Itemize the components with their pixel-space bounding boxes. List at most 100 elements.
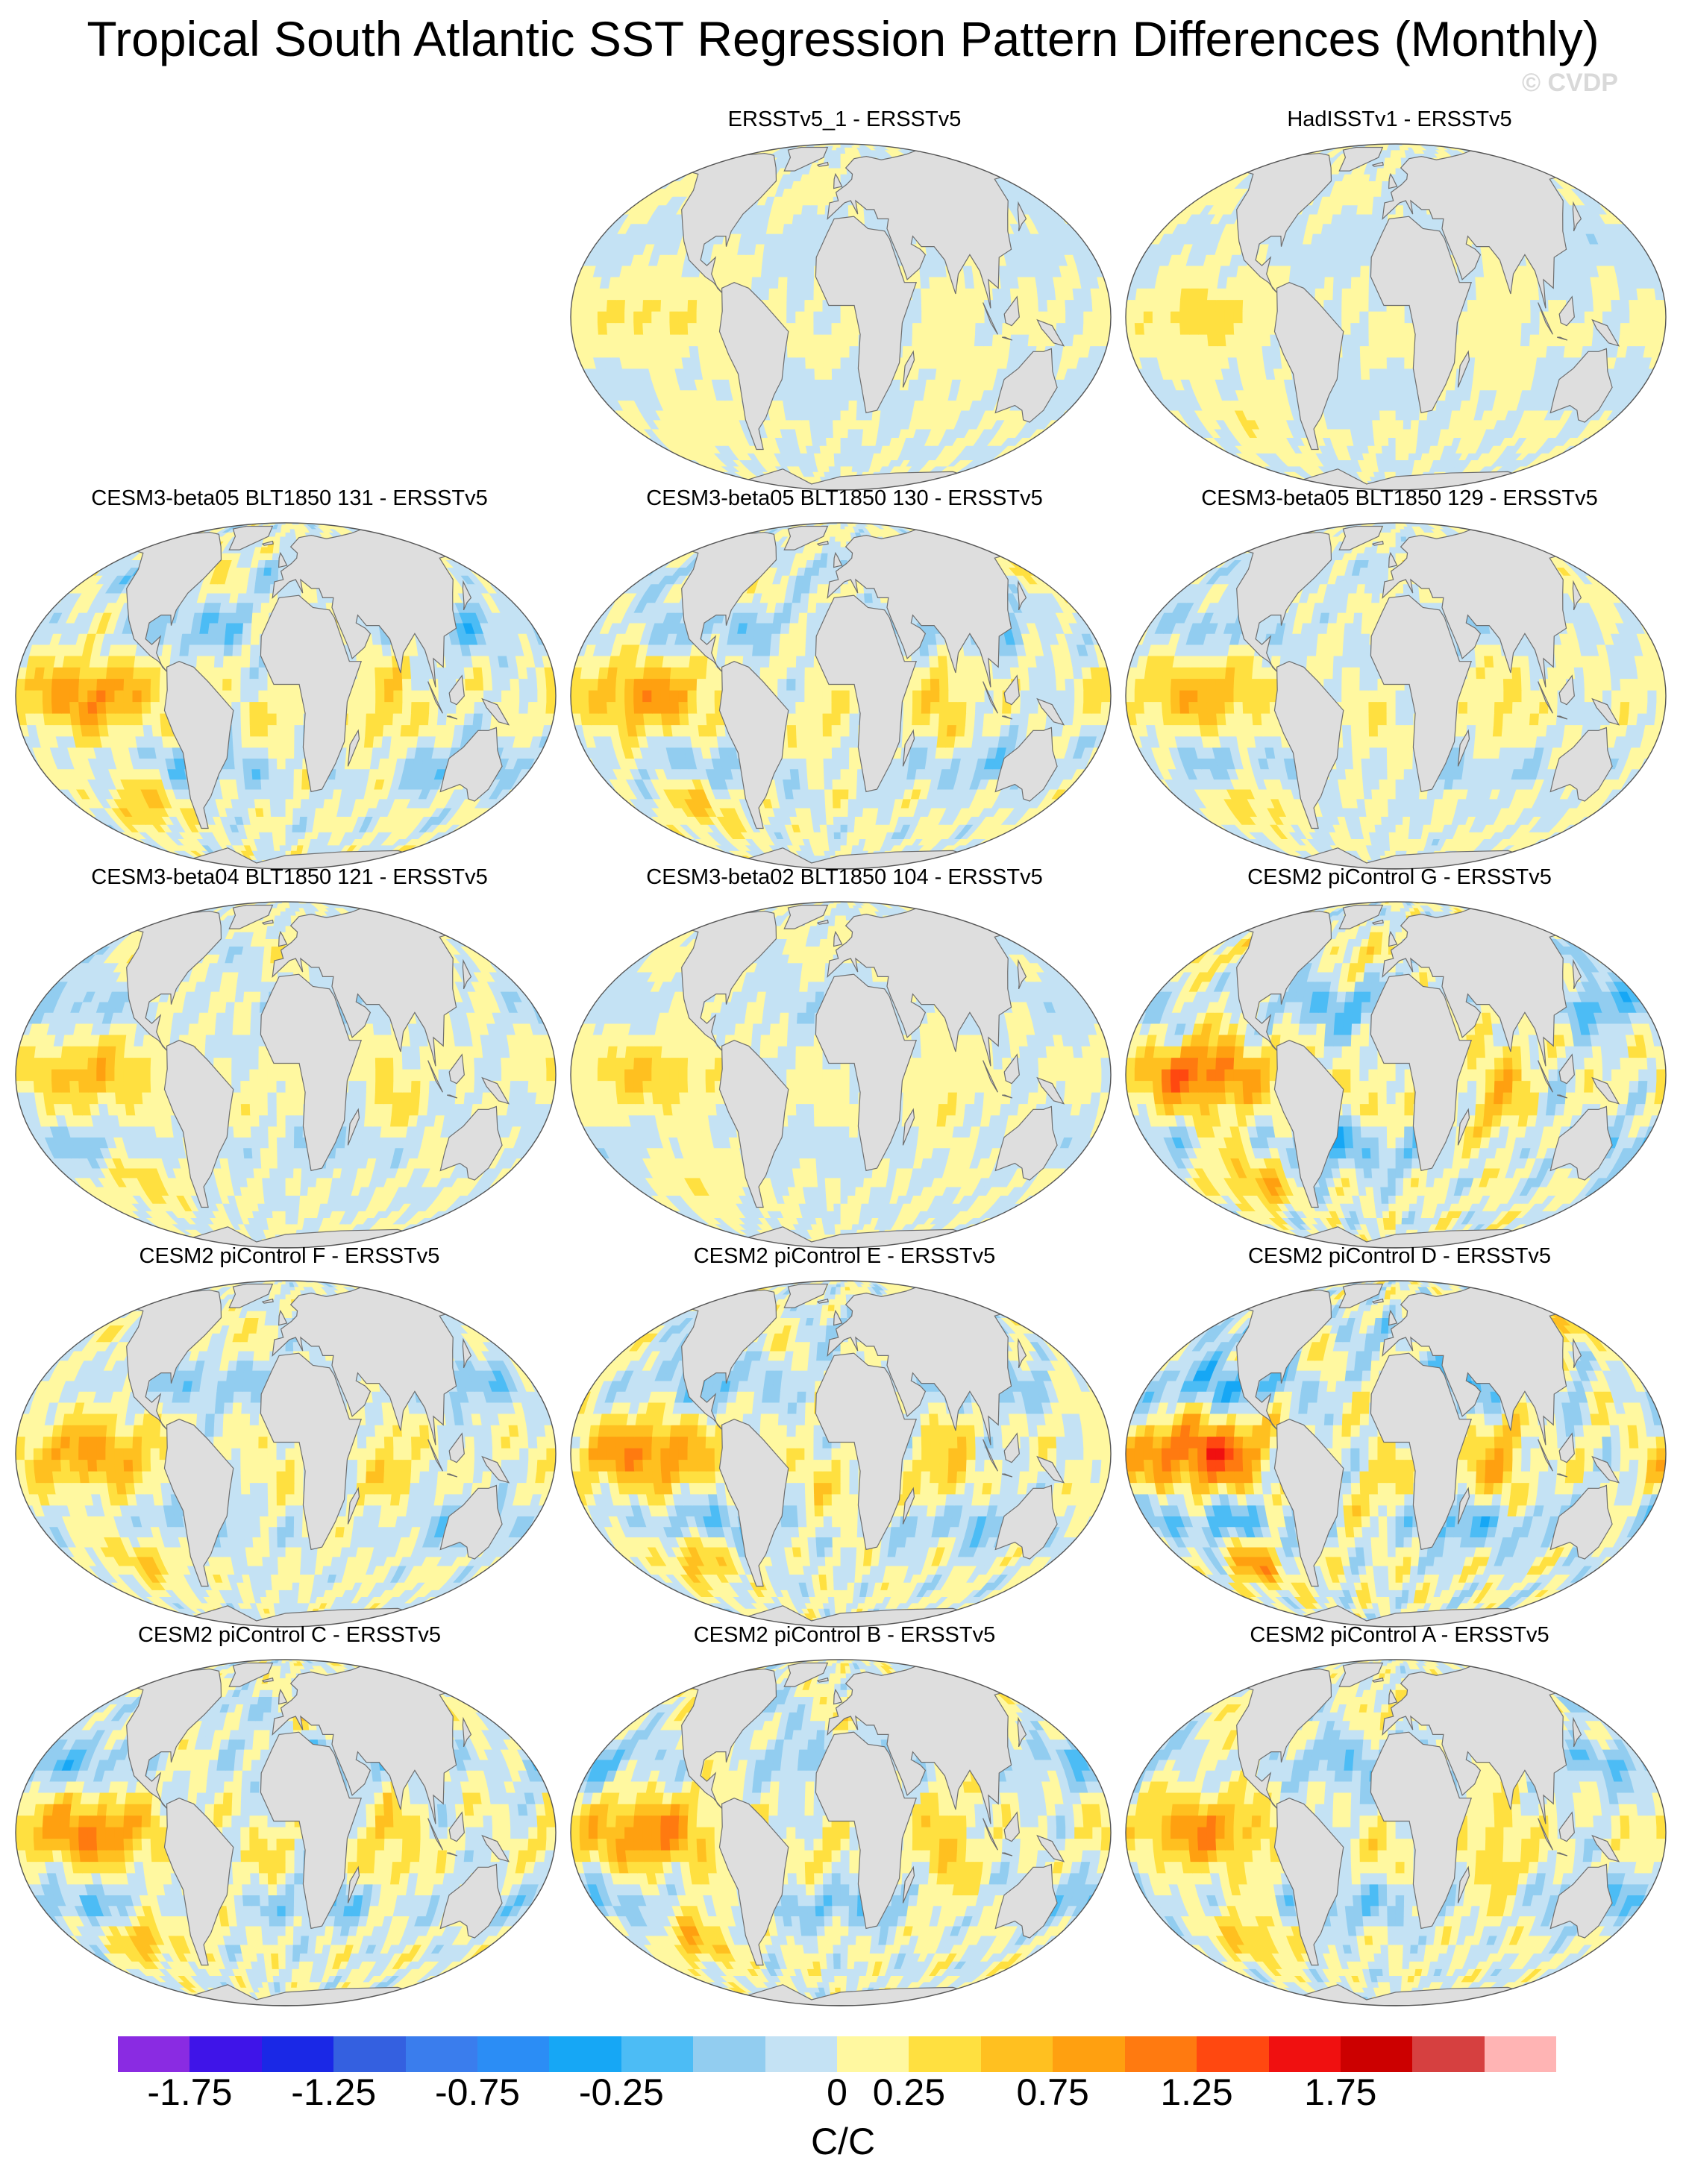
sst-difference-map [570,1280,1112,1628]
colorbar-tick-label: 0 [827,2071,847,2114]
sst-field [16,1281,556,1627]
land-mass [1538,1060,1554,1093]
colorbar-swatch [333,2036,406,2072]
land-mass [902,729,915,767]
land-mass [994,1105,1058,1181]
map-outline [1125,901,1667,1249]
land-mass [448,1432,465,1463]
land-mass [163,661,234,829]
land-mass [228,525,274,550]
sst-difference-map [1125,143,1667,491]
figure-title: Tropical South Atlantic SST Regression P… [0,10,1686,67]
sst-field [1126,523,1666,869]
panel-title: CESM3-beta05 BLT1850 129 - ERSSTv5 [1124,486,1676,511]
land-mass [260,1352,363,1551]
land-mass [260,973,363,1172]
colorbar-swatch [1340,2036,1413,2072]
land-mass [228,1283,274,1308]
land-mass [1557,1473,1568,1478]
colorbar-tick-label: -1.25 [291,2071,376,2114]
colorbar-tick-label: 1.25 [1160,2071,1232,2114]
panel-title: CESM2 piControl A - ERSSTv5 [1124,1623,1676,1648]
land-mass [1371,1677,1384,1683]
panel-title: CESM3-beta05 BLT1850 130 - ERSSTv5 [568,486,1121,511]
land-mass [1338,146,1384,172]
land-mass [462,580,472,611]
sst-field [571,1281,1111,1627]
land-mass [1558,295,1575,327]
land-mass [669,152,777,295]
land-mass [1017,1716,1027,1748]
land-mass [783,525,829,550]
land-mass [1003,1432,1020,1463]
land-mass [1457,1487,1470,1525]
land-mass [1457,1108,1470,1146]
land-mass [1002,336,1013,341]
land-mass [1370,973,1473,1172]
land-mass [1457,350,1470,388]
land-mass [1538,681,1554,714]
map-panel: CESM3-beta02 BLT1850 104 - ERSSTv5 [568,865,1121,1253]
land-mass [1382,1666,1571,1824]
land-mass [1017,201,1027,232]
sst-difference-map [15,901,557,1249]
land-mass [1457,1866,1470,1904]
sst-field [1126,144,1666,490]
map-outline [1125,143,1667,491]
land-mass [1549,348,1613,423]
land-mass [816,1298,829,1304]
land-mass [1388,1309,1398,1326]
land-mass [1557,1852,1568,1857]
colorbar-swatch [909,2036,981,2072]
map-panel: CESM2 piControl B - ERSSTv5 [568,1623,1121,2011]
land-mass [833,551,843,568]
land-mass [1591,318,1620,347]
colorbar-tick-label: 1.75 [1304,2071,1376,2114]
land-mass [1036,1834,1065,1863]
land-mass [272,908,461,1067]
land-mass [718,661,789,829]
land-mass [1224,1289,1332,1431]
map-outline [570,143,1112,491]
land-mass [827,150,1016,309]
map-outline [570,1280,1112,1628]
land-mass [278,1309,288,1326]
land-mass [1273,1040,1344,1208]
colorbar-swatch [261,2036,334,2072]
land-mass [1558,1811,1575,1842]
land-mass [260,594,363,793]
land-mass [1557,336,1568,341]
panel-title: HadISSTv1 - ERSSTv5 [1124,107,1676,132]
land-mass [1273,1419,1344,1587]
land-mass [1558,1432,1575,1463]
panel-title: CESM2 piControl B - ERSSTv5 [568,1623,1121,1648]
colorbar-swatch [405,2036,478,2072]
land-mass [1338,904,1384,929]
land-mass [1591,697,1620,726]
sst-field [571,902,1111,1248]
land-mass [1388,172,1398,189]
land-mass [347,729,360,767]
map-panel: CESM2 piControl G - ERSSTv5 [1124,865,1676,1253]
land-mass [994,1863,1058,1939]
land-mass [1382,529,1571,688]
land-mass [718,1419,789,1587]
land-mass [481,697,510,726]
land-mass [827,908,1016,1067]
land-mass [439,1105,503,1181]
land-mass [815,973,918,1172]
map-outline [1125,1659,1667,2006]
land-mass [1002,1473,1013,1478]
panel-title: CESM2 piControl E - ERSSTv5 [568,1244,1121,1269]
colorbar-swatch [1412,2036,1485,2072]
sst-field [1126,902,1666,1248]
map-outline [15,1659,557,2006]
sst-field [16,1660,556,2006]
map-panel: CESM2 piControl D - ERSSTv5 [1124,1244,1676,1632]
panel-title: CESM3-beta04 BLT1850 121 - ERSSTv5 [13,865,565,890]
land-mass [815,594,918,793]
land-mass [718,282,789,451]
land-mass [815,1731,918,1930]
land-mass [163,1040,234,1208]
map-outline [570,901,1112,1249]
